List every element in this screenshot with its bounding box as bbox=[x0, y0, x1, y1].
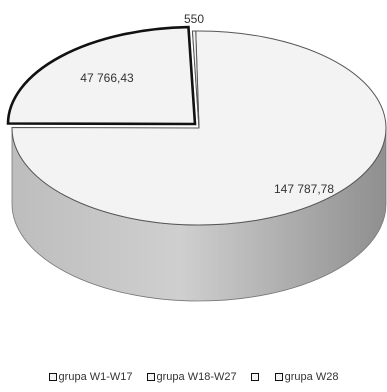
pie-slice-grupa-w28 bbox=[191, 30, 200, 129]
legend-label-w1-w17: grupa W1-W17 bbox=[58, 371, 133, 383]
data-label-grupa-w1-w17: 147 787,78 bbox=[274, 182, 334, 196]
data-label-grupa-w18-w27: 47 766,43 bbox=[80, 71, 134, 85]
pie-slice-grupa-w18-w27 bbox=[6, 25, 197, 126]
data-label-grupa-w28: 550 bbox=[184, 12, 204, 26]
legend-item-w28: grupa W28 bbox=[274, 371, 339, 383]
legend-swatch-w28 bbox=[274, 373, 283, 381]
legend-swatch-w18-w27 bbox=[146, 373, 155, 381]
legend-item-w18-w27: grupa W18-W27 bbox=[146, 371, 237, 383]
legend-label-w28: grupa W28 bbox=[284, 371, 339, 383]
legend-item-unlabeled bbox=[250, 373, 261, 381]
legend-swatch-unlabeled bbox=[250, 373, 259, 381]
legend-swatch-w1-w17 bbox=[48, 373, 57, 381]
chart-legend: grupa W1-W17 grupa W18-W27 grupa W28 bbox=[0, 368, 387, 386]
legend-item-w1-w17: grupa W1-W17 bbox=[48, 371, 133, 383]
legend-label-w18-w27: grupa W18-W27 bbox=[156, 371, 237, 383]
